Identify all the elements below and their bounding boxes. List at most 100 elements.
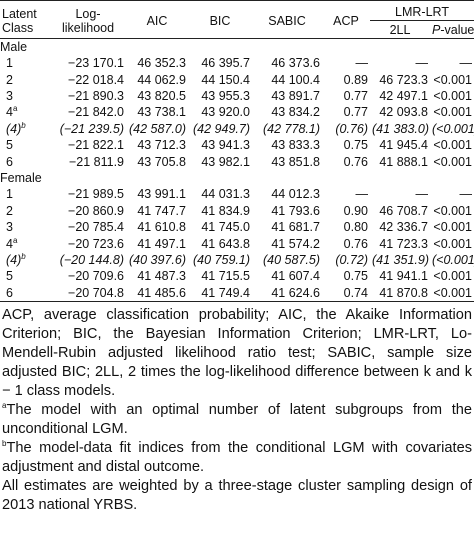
value-cell: (<0.001) — [432, 253, 474, 268]
footnote-mark: a — [2, 401, 7, 411]
class-cell: 1 — [0, 186, 50, 202]
data-row: (4)b (−21 239.5) (42 587.0) (42 949.7) (42 7… — [0, 121, 474, 137]
header-text: P — [432, 22, 441, 37]
value-cell: (40 587.5) — [263, 253, 320, 268]
value-cell: 41 723.3 — [379, 236, 428, 251]
data-row: 1 −23 170.1 46 352.3 46 395.7 46 373.6 — — — — [0, 55, 474, 71]
value-cell: — — [355, 56, 369, 71]
value-cell: 44 150.4 — [201, 72, 250, 87]
value-cell: <0.001 — [433, 138, 473, 153]
value-cell: (42 778.1) — [263, 121, 320, 136]
value-cell: — — [459, 56, 473, 71]
note: bThe model-data fit indices from the con… — [2, 439, 472, 477]
value-cell: 41 834.9 — [201, 203, 250, 218]
class-label: 1 — [6, 187, 13, 202]
value-cell: 41 870.8 — [379, 285, 428, 300]
value-cell: −21 811.9 — [68, 154, 124, 169]
value-cell: <0.001 — [433, 203, 473, 218]
footnote-mark: a — [12, 104, 18, 114]
value-cell: — — [459, 187, 473, 202]
value-cell: (41 351.9) — [372, 253, 429, 268]
data-row: 5 −20 709.6 41 487.3 41 715.5 41 607.4 0.75 41… — [0, 268, 474, 284]
value-cell: 43 738.1 — [137, 105, 186, 120]
note-text: The model-data fit indices from the cond… — [2, 440, 472, 476]
class-label: 4 — [6, 105, 13, 120]
header-cell: P-value — [430, 21, 474, 38]
data-row: (4)b (−20 144.8) (40 397.6) (40 759.1) (40 5… — [0, 252, 474, 268]
results-table: Latent Class Log-likelihood AIC BIC SABI… — [0, 0, 474, 303]
value-cell: 0.80 — [343, 220, 368, 235]
value-cell: 42 336.7 — [379, 220, 428, 235]
data-row: 2 −22 018.4 44 062.9 44 150.4 44 100.4 0.89 46… — [0, 72, 474, 88]
class-cell: 5 — [0, 268, 50, 284]
note-text: ACP, average classification probability;… — [2, 307, 472, 400]
value-cell: <0.001 — [433, 285, 473, 300]
header-text: -value — [440, 22, 474, 37]
value-cell: 0.75 — [343, 138, 368, 153]
value-cell: 0.77 — [343, 89, 368, 103]
data-row: 3 −21 890.3 43 820.5 43 955.3 43 891.7 0.77 42… — [0, 88, 474, 104]
value-cell: 43 820.5 — [137, 89, 186, 103]
note-text: The model with an optimal number of late… — [2, 402, 472, 438]
data-row: 1 −21 989.5 43 991.1 44 031.3 44 012.3 — — — — [0, 186, 474, 202]
value-cell: 43 991.1 — [137, 187, 186, 202]
value-cell: <0.001 — [433, 236, 473, 251]
value-cell: (<0.001) — [432, 121, 474, 136]
table-header: Latent Class Log-likelihood AIC BIC SABI… — [0, 0, 474, 39]
value-cell: 41 945.4 — [379, 138, 428, 153]
footnote-mark: a — [12, 235, 18, 245]
value-cell: 43 851.8 — [271, 154, 320, 169]
value-cell: 41 793.6 — [271, 203, 320, 218]
value-cell: 41 941.1 — [379, 269, 428, 284]
value-cell: 46 352.3 — [137, 56, 186, 71]
data-row: 4a −20 723.6 41 497.1 41 643.8 41 574.2 0.76 4… — [0, 236, 474, 252]
value-cell: 41 607.4 — [271, 269, 320, 284]
value-cell: −20 709.6 — [68, 269, 124, 284]
class-label: 5 — [6, 269, 13, 284]
value-cell: 0.89 — [343, 72, 368, 87]
class-cell: 5 — [0, 137, 50, 153]
value-cell: 46 708.7 — [379, 203, 428, 218]
value-cell: −21 822.1 — [68, 138, 124, 153]
class-label: 5 — [6, 138, 13, 153]
value-cell: <0.001 — [433, 154, 473, 169]
value-cell: 0.74 — [343, 285, 368, 300]
value-cell: −23 170.1 — [68, 56, 124, 71]
value-cell: 41 749.4 — [201, 285, 250, 300]
value-cell: −22 018.4 — [68, 72, 124, 87]
value-cell: — — [415, 187, 429, 202]
value-cell: (0.76) — [335, 121, 368, 136]
class-cell: 6 — [0, 285, 50, 302]
table-body: Male 1 −23 170.1 46 352.3 46 395.7 46 373.6 — —… — [0, 38, 474, 302]
value-cell: (42 587.0) — [129, 121, 186, 136]
value-cell: 43 712.3 — [137, 138, 186, 153]
header-cell: AIC — [146, 13, 168, 28]
section-label: Female — [0, 171, 42, 186]
note: aThe model with an optimal number of lat… — [2, 401, 472, 439]
value-cell: 43 705.8 — [137, 154, 186, 169]
value-cell: <0.001 — [433, 105, 473, 120]
value-cell: −21 890.3 — [68, 89, 124, 103]
class-label: (4) — [6, 121, 22, 136]
value-cell: 43 955.3 — [201, 89, 250, 103]
header-cell: 2LL — [389, 22, 411, 37]
value-cell: 43 920.0 — [201, 105, 250, 120]
value-cell: 43 834.2 — [271, 105, 320, 120]
section-row: Male — [0, 38, 474, 55]
header-cell: ACP — [333, 13, 359, 28]
value-cell: (−20 144.8) — [59, 253, 124, 268]
note-text: All estimates are weighted by a three-st… — [2, 478, 472, 514]
value-cell: 41 610.8 — [137, 220, 186, 235]
value-cell: (40 397.6) — [129, 253, 186, 268]
value-cell: 41 747.7 — [137, 203, 186, 218]
value-cell: 41 745.0 — [201, 220, 250, 235]
value-cell: 43 982.1 — [201, 154, 250, 169]
value-cell: −21 842.0 — [68, 105, 124, 120]
data-row: 6 −20 704.8 41 485.6 41 749.4 41 624.6 0.74 41… — [0, 285, 474, 302]
value-cell: — — [415, 56, 429, 71]
value-cell: −21 989.5 — [68, 187, 124, 202]
class-cell: 1 — [0, 55, 50, 71]
notes: ACP, average classification probability;… — [0, 302, 474, 515]
value-cell: (42 949.7) — [193, 121, 250, 136]
data-row: 6 −21 811.9 43 705.8 43 982.1 43 851.8 0.76 41… — [0, 154, 474, 170]
